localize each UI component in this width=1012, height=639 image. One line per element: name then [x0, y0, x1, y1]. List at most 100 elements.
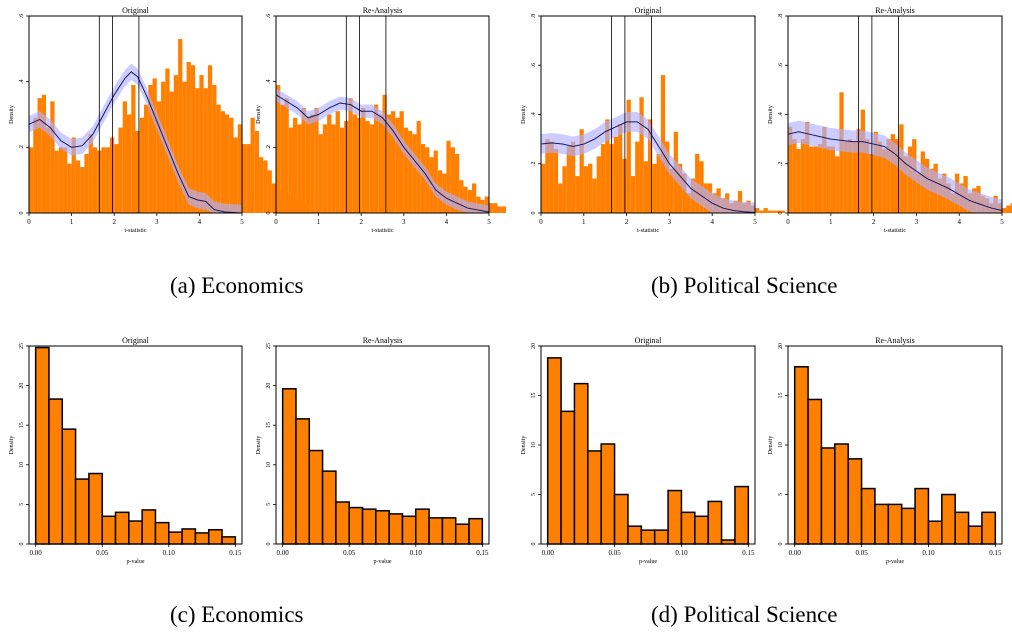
histogram-bar [763, 208, 768, 213]
histogram-bar [656, 153, 661, 213]
x-tick-label: 4 [710, 218, 714, 226]
x-axis-label: p-value [127, 559, 145, 565]
histogram-bar [981, 511, 997, 545]
x-tick-label: 4 [445, 218, 449, 226]
y-axis-label: Density [9, 436, 15, 455]
histogram-bar [643, 161, 648, 213]
chart-panel-polisci-p-original: 0.00 0.05 0.10 0.15 0 5 10 15 20 Original p-value D… [521, 336, 756, 565]
histogram-bar [348, 98, 353, 213]
histogram-bar [101, 515, 117, 545]
chart-panel-econ-p-reanalysis: 0.00 0.05 0.10 0.15 0 5 10 15 20 25 Re-Analysis p-v… [256, 336, 490, 565]
histogram-bar [386, 114, 392, 213]
confidence-band [276, 88, 489, 213]
x-axis-label: t-statistic [125, 228, 147, 234]
histogram-bar [114, 144, 119, 213]
y-tick-label: 10 [778, 442, 784, 448]
x-tick-label: 5 [753, 218, 757, 226]
histogram-bar [800, 139, 806, 214]
histogram-bar [484, 196, 489, 213]
histogram-bar [308, 449, 324, 545]
histogram-bar [237, 124, 242, 213]
histogram-bar [356, 117, 362, 213]
histogram-bar [339, 127, 345, 213]
histogram-bar [694, 515, 709, 545]
histogram-bar [33, 117, 38, 213]
x-tick-label: 0.00 [789, 549, 802, 557]
histogram-bar [847, 458, 863, 545]
density-curve [540, 121, 756, 214]
histogram-bar [352, 114, 357, 213]
x-tick-label: 2 [112, 218, 116, 226]
x-tick-label: 2 [625, 218, 629, 226]
histogram-bar [877, 141, 883, 213]
histogram-bar [817, 144, 823, 213]
panel-title: Original [635, 336, 662, 345]
histogram-bar [914, 487, 930, 545]
y-tick-label: 5 [531, 493, 537, 496]
histogram-bar [391, 111, 396, 213]
histogram-bar [605, 119, 610, 213]
panel-title: Original [122, 6, 149, 15]
histogram-bar [194, 532, 210, 545]
y-tick-label: 0 [19, 543, 25, 546]
histogram-bar [843, 141, 848, 213]
histogram-bar [58, 147, 64, 213]
histogram-bar [869, 153, 874, 213]
histogram-bar [734, 485, 750, 545]
histogram-bar [600, 144, 606, 213]
y-tick-label: 15 [778, 393, 784, 399]
histogram-bar [900, 507, 916, 545]
histogram-bar [141, 509, 157, 545]
histogram-bar [553, 148, 559, 213]
panel-title: Re-Analysis [363, 6, 403, 15]
histogram-bar [860, 487, 876, 545]
histogram-bar [830, 146, 836, 213]
histogram-bar [335, 111, 340, 213]
x-tick-label: 1 [317, 218, 321, 226]
histogram-bar [29, 147, 34, 213]
histogram-bar [156, 101, 162, 213]
histogram-bar [493, 203, 498, 213]
histogram-bar [250, 117, 255, 213]
y-tick-label: .6 [531, 63, 537, 68]
histogram-bar [1010, 203, 1012, 213]
histogram-bar [105, 147, 110, 213]
histogram-bar [809, 146, 814, 213]
plot-frame [275, 15, 490, 214]
histogram-bar [618, 124, 623, 213]
histogram-bar [369, 124, 374, 213]
x-tick-label: 0 [786, 218, 790, 226]
x-tick-label: 5 [1000, 218, 1004, 226]
y-tick-label: .8 [778, 14, 784, 19]
confidence-band [788, 120, 1002, 213]
x-axis-label: p-value [886, 559, 904, 565]
histogram-bar [941, 493, 956, 545]
histogram-bar [667, 489, 683, 545]
histogram-bar [229, 117, 234, 213]
histogram-bar [895, 139, 900, 214]
y-tick-label: 10 [266, 462, 272, 468]
histogram-bar [293, 117, 298, 213]
histogram-bar [327, 114, 332, 213]
y-tick-label: 0 [778, 543, 784, 546]
histogram-bar [131, 84, 136, 213]
x-tick-label: 0.15 [229, 549, 242, 557]
histogram-bar [412, 134, 417, 213]
density-curve [28, 71, 243, 214]
histogram-bar [793, 366, 809, 545]
y-tick-label: .4 [266, 79, 272, 84]
x-tick-label: 0.05 [855, 549, 868, 557]
histogram-bar [305, 117, 311, 213]
density-curve [787, 131, 1003, 212]
histogram-bar [459, 180, 464, 213]
x-tick-label: 0.05 [608, 549, 621, 557]
histogram-bar [395, 117, 400, 213]
histogram-bar [48, 398, 64, 545]
histogram-bar [186, 61, 191, 213]
histogram-bar [613, 136, 619, 213]
y-tick-label: 15 [531, 393, 537, 399]
x-axis-label: t-statistic [372, 228, 394, 234]
chart-panel-polisci-p-reanalysis: 0.00 0.05 0.10 0.15 0 5 10 15 20 Re-Analysis p-val… [768, 336, 1003, 565]
histogram-bar [361, 107, 366, 213]
histogram-bar [467, 190, 472, 213]
